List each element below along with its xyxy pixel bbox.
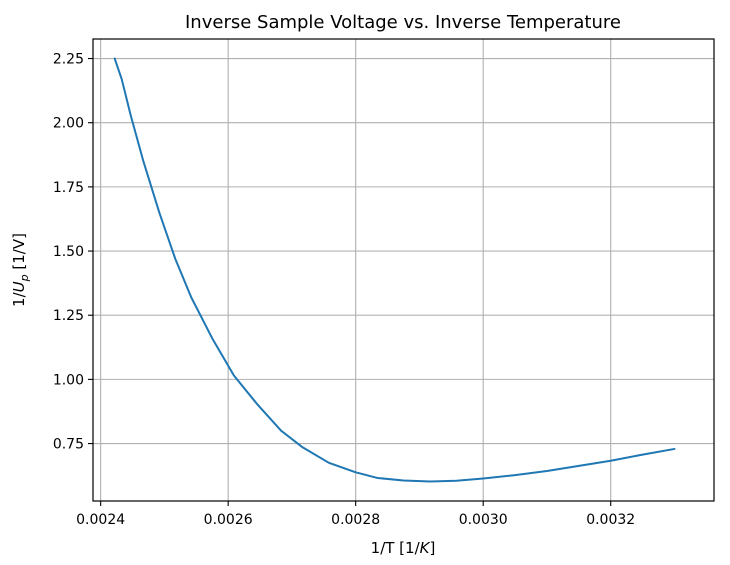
y-tick-label: 1.25 [53, 308, 84, 324]
y-grid-lines [93, 57, 714, 445]
y-axis-label: 1/Up [1/V] [10, 233, 31, 307]
y-tick-label: 2.25 [53, 52, 84, 68]
chart-title: Inverse Sample Voltage vs. Inverse Tempe… [185, 12, 621, 33]
x-tick-label: 0.0024 [76, 512, 125, 528]
x-grid-lines [100, 39, 612, 501]
y-tick-label: 1.50 [53, 244, 84, 260]
x-tick-label: 0.0032 [586, 512, 635, 528]
y-tick-label: 1.75 [53, 180, 84, 196]
x-tick-label: 0.0028 [331, 512, 380, 528]
y-tick-label: 1.00 [53, 372, 84, 388]
series-line [113, 57, 676, 483]
plot-area-frame [92, 38, 715, 502]
y-axis-ticks: 0.75 1.00 1.25 1.50 1.75 2.00 2.25 [53, 52, 93, 453]
x-tick-label: 0.0026 [204, 512, 253, 528]
grid [93, 39, 714, 501]
x-tick-label: 0.0030 [459, 512, 508, 528]
y-tick-label: 2.00 [53, 116, 84, 132]
y-tick-label: 0.75 [53, 437, 84, 453]
x-axis-label: 1/T [1/K] [371, 539, 436, 557]
x-axis-ticks: 0.0024 0.0026 0.0028 0.0030 0.0032 [76, 501, 635, 528]
